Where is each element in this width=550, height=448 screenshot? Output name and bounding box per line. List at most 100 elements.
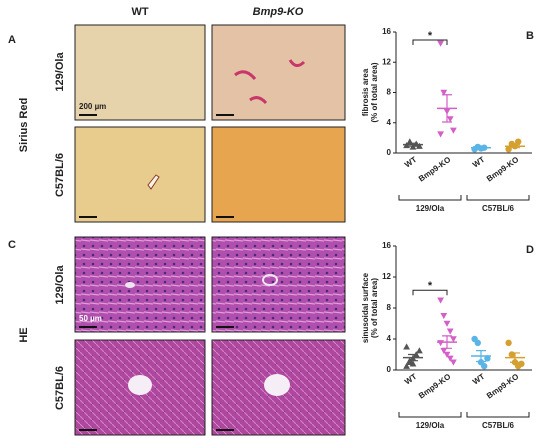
data-point — [409, 360, 417, 367]
group-bracket — [466, 195, 530, 201]
data-point — [446, 328, 454, 335]
strain-label: 129/Ola — [54, 52, 66, 92]
data-point — [481, 362, 488, 370]
data-point — [440, 347, 448, 355]
significance-label: * — [428, 280, 433, 292]
data-point — [416, 347, 423, 354]
data-point — [508, 351, 515, 358]
y-axis-label: fibrosis area — [361, 68, 370, 116]
error-bar — [476, 146, 486, 150]
data-point — [437, 340, 444, 347]
y-tick-label: 16 — [382, 27, 391, 36]
micrograph — [74, 126, 206, 223]
column-header: Bmp9-KO — [253, 6, 304, 18]
scale-bar — [79, 216, 97, 218]
group-label: 129/Ola — [416, 421, 445, 430]
data-point — [440, 313, 448, 320]
y-tick-label: 8 — [387, 303, 392, 312]
data-point — [437, 297, 444, 304]
scale-bar — [79, 429, 97, 431]
y-tick-label: 0 — [387, 365, 392, 374]
panel-label: C — [8, 239, 16, 251]
panel-label: D — [526, 244, 534, 256]
vein — [125, 282, 135, 288]
group-bracket — [398, 412, 462, 418]
data-point — [505, 146, 512, 153]
y-tick-label: 12 — [382, 272, 391, 281]
micrographs — [74, 24, 346, 436]
data-point — [515, 138, 522, 145]
data-point — [403, 362, 410, 369]
data-point — [505, 339, 512, 347]
strain-label: C57BL/6 — [54, 153, 66, 197]
y-tick-label: 4 — [387, 118, 392, 127]
scale-bar — [79, 114, 97, 116]
data-point — [443, 351, 451, 358]
micrograph — [74, 236, 206, 333]
strain-label: 129/Ola — [54, 265, 66, 305]
y-tick-label: 12 — [382, 57, 391, 66]
micrograph — [211, 126, 346, 223]
vein — [262, 274, 278, 286]
data-point — [443, 320, 451, 327]
error-bar — [510, 144, 520, 149]
vessel — [147, 174, 160, 190]
data-point — [450, 359, 457, 366]
panel-label: A — [8, 34, 16, 46]
error-bar — [476, 350, 486, 363]
scale-bar — [79, 326, 97, 328]
x-tick-label: WT — [471, 372, 486, 387]
x-tick-label: WT — [403, 155, 418, 170]
data-point — [450, 336, 457, 343]
x-tick-label: Bmp9-KO — [417, 155, 452, 184]
data-point — [437, 40, 444, 47]
data-point — [474, 339, 481, 347]
data-point — [446, 355, 454, 362]
group-label: C57BL/6 — [482, 204, 515, 213]
micrograph — [211, 24, 346, 121]
group-bracket — [398, 195, 462, 201]
significance-bracket — [412, 289, 448, 296]
scale-bar — [216, 114, 234, 116]
y-axis-label: (% of total area) — [370, 278, 379, 338]
vein — [128, 375, 152, 395]
significance-label: * — [428, 30, 433, 42]
error-bar — [408, 353, 418, 362]
data-point — [446, 116, 454, 123]
strain-label: C57BL/6 — [54, 366, 66, 410]
x-tick-label: Bmp9-KO — [417, 372, 452, 401]
data-point — [437, 131, 444, 138]
y-axis-label: sinusoidal surface — [361, 272, 370, 343]
y-tick-label: 0 — [387, 148, 392, 157]
data-point — [518, 360, 525, 367]
data-point — [416, 142, 423, 149]
fibrosis — [234, 59, 306, 105]
error-bar — [442, 335, 452, 349]
y-tick-label: 8 — [387, 88, 392, 97]
error-bar — [510, 352, 520, 363]
micrograph — [211, 236, 346, 333]
y-tick-label: 16 — [382, 241, 391, 250]
group-label: 129/Ola — [416, 204, 445, 213]
x-tick-label: Bmp9-KO — [485, 155, 520, 184]
scale-bar-label: 200 µm — [79, 102, 106, 111]
scale-bar — [216, 429, 234, 431]
scale-bar-label: 50 µm — [79, 314, 102, 323]
stain-label: HE — [18, 327, 30, 342]
error-bar — [442, 94, 452, 123]
vein — [264, 374, 290, 396]
x-tick-label: WT — [471, 155, 486, 170]
data-point — [440, 89, 448, 96]
stain-label: Sirius Red — [18, 98, 30, 152]
significance-bracket — [412, 39, 448, 45]
column-header: WT — [131, 6, 148, 18]
error-bar — [408, 142, 418, 147]
x-tick-label: Bmp9-KO — [485, 372, 520, 401]
panel-label: B — [526, 30, 534, 42]
y-axis-label: (% of total area) — [370, 62, 379, 122]
x-tick-label: WT — [403, 372, 418, 387]
group-bracket — [466, 412, 530, 418]
data-point — [450, 127, 457, 134]
scale-bar — [216, 216, 234, 218]
